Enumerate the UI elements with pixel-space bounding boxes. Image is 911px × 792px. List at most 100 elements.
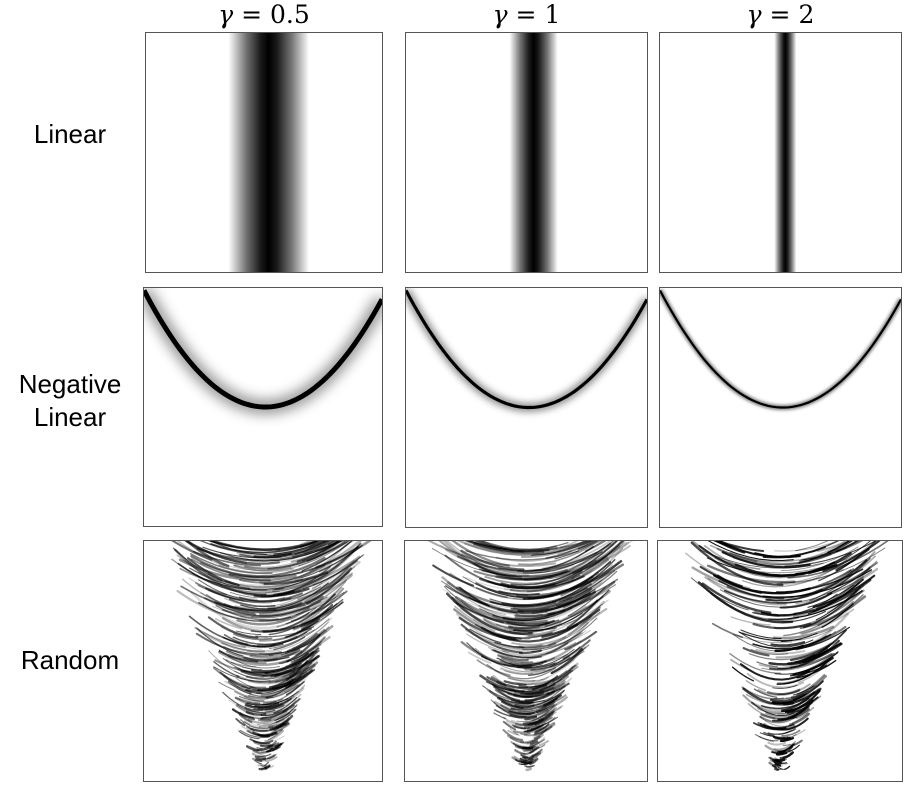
panel-graphic: [427, 541, 634, 772]
noise-stroke: [510, 699, 534, 705]
noise-stroke: [260, 746, 276, 753]
noise-stroke: [807, 581, 860, 615]
noise-stroke: [494, 670, 546, 682]
noise-stroke: [198, 630, 277, 652]
noise-stroke: [494, 641, 525, 649]
noise-stroke: [254, 759, 262, 764]
noise-stroke: [492, 615, 552, 626]
noise-stroke: [219, 541, 340, 562]
noise-stroke: [533, 726, 544, 733]
noise-stroke: [478, 604, 557, 620]
noise-stroke: [784, 765, 791, 770]
noise-stroke: [451, 541, 511, 567]
noise-stroke: [218, 650, 259, 663]
row-label-line: Negative: [18, 369, 122, 399]
noise-stroke: [796, 706, 815, 719]
noise-stroke: [807, 584, 855, 608]
row-label-line: Linear: [33, 119, 107, 149]
noise-stroke: [522, 675, 569, 698]
noise-stroke: [514, 612, 555, 619]
noise-stroke: [476, 659, 511, 677]
noise-stroke: [464, 541, 593, 556]
noise-stroke: [238, 688, 278, 697]
noise-stroke: [731, 666, 755, 682]
noise-stroke: [777, 568, 844, 585]
noise-stroke: [213, 666, 271, 682]
noise-stroke: [772, 735, 791, 740]
noise-stroke: [524, 764, 535, 768]
noise-stroke: [300, 601, 344, 628]
noise-stroke: [711, 622, 743, 639]
noise-stroke: [530, 644, 590, 671]
noise-stroke: [285, 680, 305, 696]
noise-stroke: [220, 626, 269, 639]
noise-stroke: [244, 720, 274, 730]
noise-stroke: [497, 633, 531, 640]
noise-stroke: [506, 574, 581, 589]
noise-stroke: [511, 724, 530, 729]
noise-stroke: [223, 674, 263, 695]
noise-stroke: [745, 680, 767, 692]
noise-stroke: [520, 735, 540, 744]
noise-stroke: [517, 670, 568, 689]
noise-stroke: [757, 683, 811, 697]
panel-linear-gamma-0-5: [145, 32, 383, 273]
noise-stroke: [218, 649, 280, 669]
noise-stroke: [528, 669, 551, 676]
noise-stroke: [771, 760, 780, 765]
noise-stroke: [241, 662, 301, 671]
noise-stroke: [182, 578, 294, 614]
noise-stroke: [799, 608, 855, 635]
gamma-value: 1: [544, 0, 561, 29]
noise-stroke: [707, 577, 772, 600]
noise-stroke: [503, 680, 527, 686]
noise-stroke: [460, 599, 528, 627]
noise-stroke: [476, 587, 508, 599]
noise-stroke: [267, 742, 280, 747]
noise-stroke: [745, 693, 772, 705]
noise-stroke: [290, 590, 348, 622]
noise-stroke: [543, 689, 565, 703]
noise-stroke: [234, 669, 297, 680]
noise-stroke: [503, 584, 559, 592]
panel-negative-linear-gamma-2: [659, 287, 902, 528]
noise-stroke: [261, 704, 295, 719]
noise-stroke: [495, 570, 568, 581]
noise-stroke: [480, 541, 569, 550]
parabola-curve: [406, 289, 647, 410]
noise-stroke: [533, 725, 553, 735]
noise-stroke: [237, 729, 262, 739]
noise-stroke: [524, 690, 555, 702]
panel-linear-gamma-1: [405, 32, 648, 273]
noise-stroke: [759, 715, 795, 724]
noise-stroke: [306, 541, 347, 562]
noise-stroke: [524, 759, 534, 765]
noise-stroke: [203, 572, 328, 595]
noise-stroke: [184, 541, 280, 565]
noise-stroke: [774, 644, 805, 653]
noise-stroke: [545, 541, 595, 560]
noise-stroke: [279, 586, 322, 602]
noise-stroke: [767, 741, 787, 746]
noise-stroke: [774, 757, 788, 761]
noise-stroke: [768, 590, 863, 620]
noise-stroke: [275, 722, 291, 733]
noise-stroke: [501, 683, 561, 696]
vertical-band: [228, 33, 310, 272]
noise-stroke: [761, 653, 834, 671]
noise-stroke: [502, 729, 524, 741]
noise-stroke: [808, 631, 837, 647]
noise-stroke: [278, 714, 294, 728]
noise-stroke: [236, 607, 311, 626]
noise-stroke: [246, 730, 268, 737]
noise-stroke: [178, 558, 297, 582]
row-label-line: Linear: [33, 402, 107, 432]
noise-stroke: [501, 657, 534, 664]
noise-stroke: [577, 541, 597, 550]
noise-stroke: [445, 582, 507, 616]
panel-graphic: [406, 288, 647, 412]
noise-stroke: [502, 720, 517, 731]
noise-stroke: [213, 661, 240, 678]
noise-stroke: [455, 586, 557, 608]
noise-stroke: [523, 724, 544, 733]
